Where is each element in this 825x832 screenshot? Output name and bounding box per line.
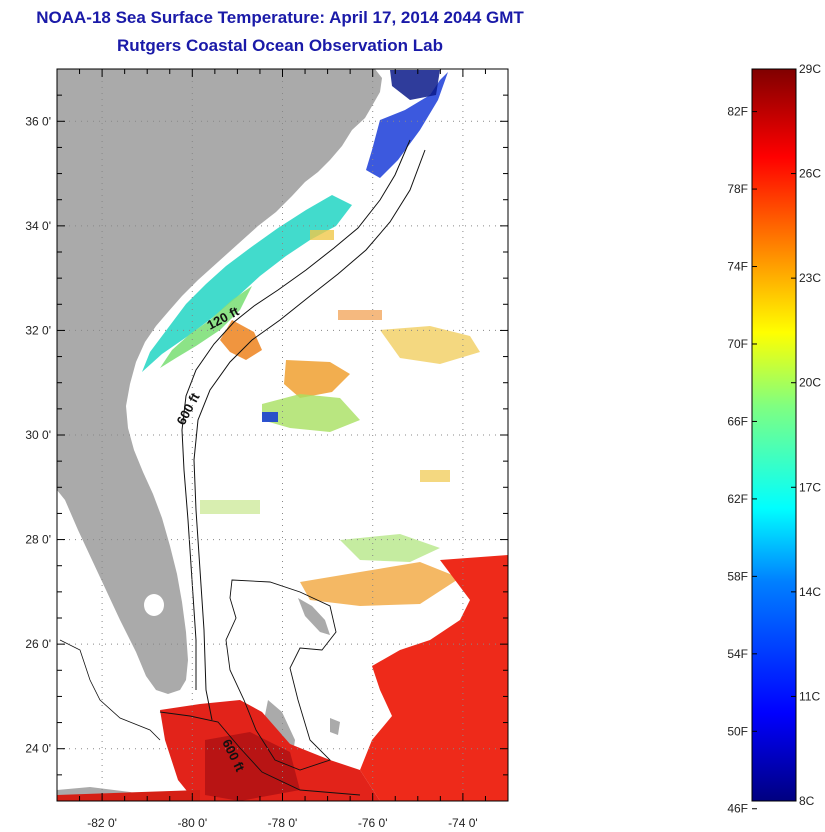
graticule xyxy=(57,69,508,801)
colorbar-f-label: 82F xyxy=(727,105,748,119)
colorbar-f-label: 74F xyxy=(727,260,748,274)
sst-north-navy xyxy=(390,70,440,100)
contour-straits xyxy=(159,711,361,796)
colorbar-c-label: 20C xyxy=(799,376,821,390)
sst-north-blue xyxy=(366,72,448,178)
contour-600ft xyxy=(193,149,426,721)
sst-cuba-edge-red xyxy=(57,790,200,801)
map-title: NOAA-18 Sea Surface Temperature: April 1… xyxy=(36,8,524,27)
sst-gulfstream-orange xyxy=(220,320,262,360)
sst-patch xyxy=(200,500,260,514)
lon-tick-label: -80 0' xyxy=(177,816,207,830)
lat-tick-label: 30 0' xyxy=(25,428,51,442)
sst-patch xyxy=(338,310,382,320)
colorbar-f-label: 70F xyxy=(727,337,748,351)
sst-band-27 xyxy=(300,562,460,606)
colorbar-labels: 82F 78F 74F 70F 66F 62F 58F 54F 50F 46F 29C 26C 23C 2… xyxy=(727,62,821,816)
colorbar-f-label: 54F xyxy=(727,647,748,661)
lon-tick-label: -82 0' xyxy=(87,816,117,830)
land-grand-bahama xyxy=(298,598,330,635)
land-shelf-island xyxy=(330,718,340,735)
colorbar-gradient xyxy=(751,68,797,802)
lat-tick-label: 36 0' xyxy=(25,114,51,128)
lat-tick-label: 34 0' xyxy=(25,219,51,233)
lake xyxy=(144,594,164,616)
colorbar-f-label: 58F xyxy=(727,569,748,583)
contour-120ft xyxy=(181,139,411,690)
sst-coastal-green xyxy=(160,286,252,368)
lat-tick-label: 28 0' xyxy=(25,533,51,547)
colorbar-c-label: 8C xyxy=(799,794,815,808)
sst-patch xyxy=(420,470,450,482)
lon-tick-label: -78 0' xyxy=(268,816,298,830)
colorbar-f-label: 78F xyxy=(727,182,748,196)
sst-band-28 xyxy=(340,534,440,562)
sst-map: 120 ft 600 ft 600 ft -82 0' -80 0' -78 0' -… xyxy=(25,68,509,830)
sst-patch xyxy=(262,412,278,422)
sst-mid-orange xyxy=(284,360,350,398)
colorbar-c-label: 29C xyxy=(799,62,821,76)
colorbar-f-label: 62F xyxy=(727,492,748,506)
colorbar-c-label: 14C xyxy=(799,585,821,599)
colorbar-f-label: 46F xyxy=(727,802,748,816)
colorbar-c-label: 23C xyxy=(799,271,821,285)
map-axes: -82 0' -80 0' -78 0' -76 0' -74 0' 36 0' 34 0'… xyxy=(25,68,509,830)
contour-west xyxy=(59,639,161,741)
lon-tick-label: -74 0' xyxy=(448,816,478,830)
colorbar: 82F 78F 74F 70F 66F 62F 58F 54F 50F 46F 29C 26C 23C 2… xyxy=(727,62,821,816)
sst-southeast-red xyxy=(360,555,508,801)
lat-tick-label: 24 0' xyxy=(25,742,51,756)
sst-straits-dark xyxy=(205,732,300,801)
colorbar-c-label: 11C xyxy=(799,689,820,703)
lat-tick-label: 26 0' xyxy=(25,637,51,651)
contour-bahamas xyxy=(225,579,337,771)
sst-east-yellow xyxy=(380,326,480,364)
lat-tick-label: 32 0' xyxy=(25,323,51,337)
sst-coastal-band xyxy=(142,195,352,372)
land-mainland xyxy=(57,69,382,694)
lon-tick-label: -76 0' xyxy=(358,816,388,830)
colorbar-f-label: 50F xyxy=(727,724,748,738)
colorbar-c-label: 17C xyxy=(799,480,821,494)
colorbar-c-label: 26C xyxy=(799,167,821,181)
map-subtitle: Rutgers Coastal Ocean Observation Lab xyxy=(117,36,443,55)
sst-mid-green xyxy=(262,394,360,432)
colorbar-f-label: 66F xyxy=(727,414,748,428)
sst-patch xyxy=(310,230,334,240)
